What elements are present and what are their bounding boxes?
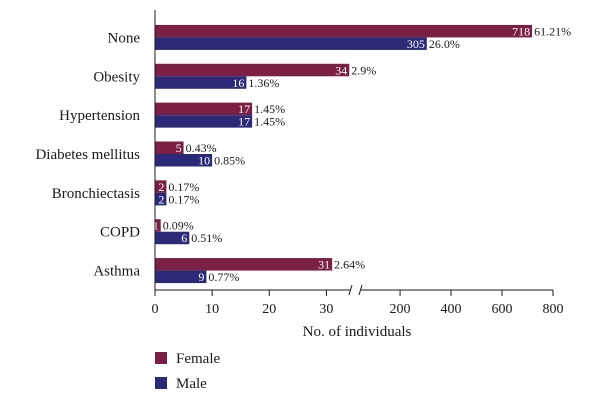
bar-percent-label: 1.45% [254,102,285,116]
legend-label-female: Female [176,351,220,367]
category-label: None [108,30,141,46]
axis-break-mark [358,284,363,296]
category-label: Bronchiectasis [52,186,140,202]
bar-value-label: 6 [181,231,187,245]
x-tick-label: 400 [441,302,462,317]
x-tick-label: 10 [205,302,219,317]
bar-value-label: 17 [238,102,250,116]
category-label: Hypertension [59,108,140,124]
x-tick-label: 20 [262,302,276,317]
bar-female [155,141,184,154]
legend-swatch-male [155,377,167,389]
bar-value-label: 10 [198,154,210,168]
x-axis-label: No. of individuals [303,324,412,340]
bar-male [155,115,253,128]
bar-male [155,37,427,50]
bar-percent-label: 0.09% [163,219,194,233]
bar-percent-label: 61.21% [534,24,571,38]
bar-percent-label: 0.17% [168,180,199,194]
bar-male [155,76,247,89]
bar-value-label: 16 [232,76,244,90]
bar-percent-label: 26.0% [429,37,460,51]
category-label: Asthma [93,264,140,280]
bar-value-label: 2 [158,180,164,194]
bar-female [155,63,350,77]
category-label: COPD [100,225,140,241]
bar-percent-label: 0.51% [191,231,222,245]
bar-percent-label: 2.64% [334,258,365,272]
axes-layer: None Obesity Hypertension Diabetes mellitus… [35,10,564,317]
bar-male [155,154,213,167]
bar-value-label: 34 [335,63,347,77]
bar-female [155,102,253,116]
x-tick-label: 200 [390,302,411,317]
bar-value-label: 1 [153,219,159,233]
axis-break-mark [348,284,353,296]
legend: Female Male [155,351,220,392]
bar-percent-label: 0.77% [208,270,239,284]
bar-male [155,231,190,245]
bar-percent-label: 0.17% [168,192,199,206]
bar-percent-label: 0.85% [214,154,245,168]
category-label: Diabetes mellitus [35,147,140,163]
bar-value-label: 17 [238,115,250,129]
x-tick-label: 0 [152,302,159,317]
category-label: Obesity [93,69,140,85]
bars-layer: 718 61.21%305 26.0%34 2.9%16 1.36%17 1.45%17 1… [153,24,571,284]
bar-value-label: 9 [198,270,204,284]
bar-male [155,270,207,284]
bar-percent-label: 1.45% [254,115,285,129]
bar-percent-label: 2.9% [351,63,376,77]
bar-percent-label: 0.43% [186,141,217,155]
bar-male [155,192,167,206]
x-tick-label: 800 [543,302,564,317]
bar-value-label: 31 [318,258,330,272]
bar-female [155,258,333,271]
bar-female [155,180,167,193]
bar-value-label: 5 [176,141,182,155]
bar-percent-label: 1.36% [248,76,279,90]
bar-female [155,219,161,232]
legend-label-male: Male [176,376,207,392]
bar-value-label: 2 [158,192,164,206]
legend-swatch-female [155,352,167,364]
x-tick-label: 30 [319,302,333,317]
x-tick-label: 600 [492,302,513,317]
bar-value-label: 305 [407,37,425,51]
bar-value-label: 718 [512,24,530,38]
bar-female [155,24,533,38]
